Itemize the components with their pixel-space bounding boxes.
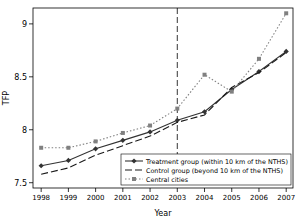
series-line [41, 51, 286, 165]
x-tick-label: 2001 [114, 194, 132, 202]
marker [121, 131, 125, 135]
x-tick-label: 2003 [168, 194, 186, 202]
legend-swatch [125, 169, 143, 170]
y-tick [29, 23, 33, 24]
x-tick-label: 1999 [59, 194, 77, 202]
marker [120, 138, 125, 143]
x-tick-label: 2000 [87, 194, 105, 202]
y-tick-label: 9 [22, 20, 27, 29]
marker [132, 177, 136, 181]
legend-label: Control group (beyond 10 km of the NTHS) [146, 167, 283, 175]
marker [94, 139, 98, 143]
x-tick [231, 188, 232, 192]
y-tick-label: 8 [22, 126, 27, 135]
x-tick [286, 188, 287, 192]
legend: Treatment group (within 10 km of the NTH… [121, 154, 291, 185]
x-tick [122, 188, 123, 192]
x-tick [204, 188, 205, 192]
legend-label: Treatment group (within 10 km of the NTH… [145, 158, 288, 166]
x-tick-label: 2004 [196, 194, 214, 202]
x-tick-label: 1998 [32, 194, 50, 202]
y-tick [29, 182, 33, 183]
y-tick-label: 8.5 [14, 73, 27, 82]
x-tick [68, 188, 69, 192]
x-tick-label: 2007 [277, 194, 295, 202]
marker [257, 57, 261, 61]
x-tick-label: 2006 [250, 194, 268, 202]
marker [175, 107, 179, 111]
x-tick [258, 188, 259, 192]
marker [148, 124, 152, 128]
x-tick-label: 2005 [223, 194, 241, 202]
y-tick [29, 76, 33, 77]
marker [39, 146, 43, 150]
y-tick [29, 129, 33, 130]
marker [39, 163, 44, 168]
marker [230, 90, 234, 94]
x-tick [150, 188, 151, 192]
marker [147, 129, 152, 134]
marker [93, 146, 98, 151]
x-tick [95, 188, 96, 192]
marker [284, 11, 288, 15]
series-line [41, 13, 286, 147]
x-tick [177, 188, 178, 192]
plot-frame [33, 8, 293, 188]
x-axis-label: Year [154, 209, 173, 218]
marker [131, 158, 136, 163]
chart-svg: 7.5 8 8.5 9 1998 1999 2000 2001 2002 2003 2004 2005… [0, 0, 300, 220]
legend-box [121, 154, 291, 185]
legend-label: Central cities [146, 176, 189, 184]
y-tick-label: 7.5 [14, 179, 27, 188]
y-axis-label: TFP [2, 91, 11, 106]
x-tick [41, 188, 42, 192]
marker [66, 158, 71, 163]
x-tick-label: 2002 [141, 194, 159, 202]
chart: 7.5 8 8.5 9 1998 1999 2000 2001 2002 2003 2004 2005… [0, 0, 300, 220]
plot-area [39, 8, 289, 188]
marker [66, 146, 70, 150]
marker [203, 73, 207, 77]
